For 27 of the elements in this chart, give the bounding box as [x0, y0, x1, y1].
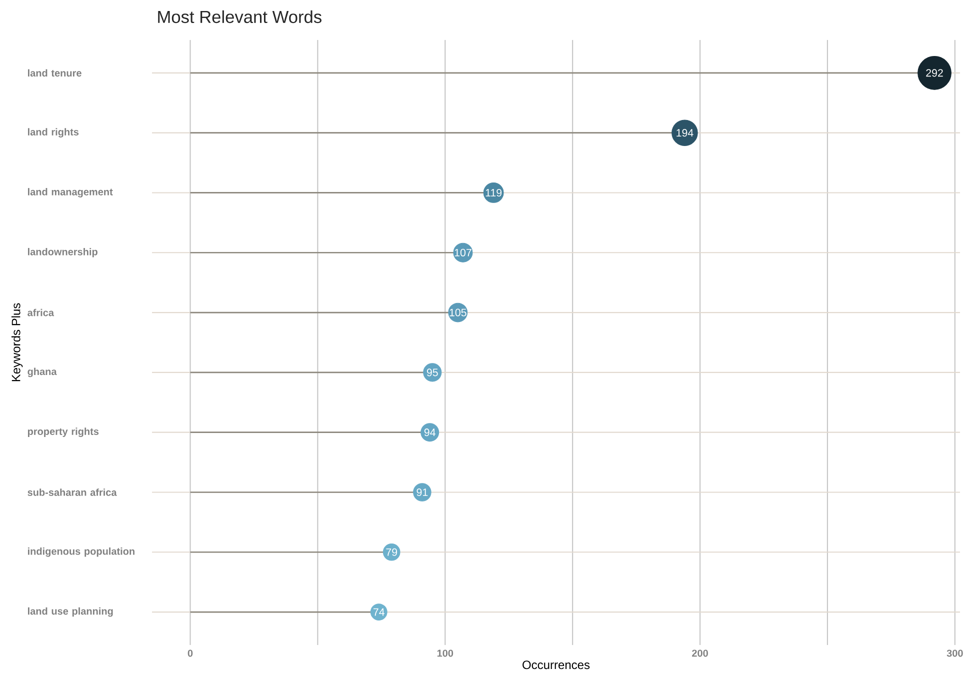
x-tick-label: 0 — [188, 650, 193, 657]
data-label: 194 — [676, 129, 694, 137]
y-tick-label: africa — [28, 308, 54, 316]
x-tick-label: 100 — [437, 650, 454, 657]
data-label: 74 — [373, 608, 384, 616]
y-tick-label: property rights — [28, 428, 99, 438]
data-label: 79 — [386, 548, 398, 556]
data-label: 94 — [424, 428, 436, 436]
x-tick-label: 300 — [946, 650, 963, 657]
y-tick-label: indigenous population — [28, 547, 134, 557]
data-label: 107 — [454, 248, 472, 256]
data-label: 292 — [926, 69, 943, 77]
x-tick-label: 200 — [692, 650, 708, 657]
data-label: 95 — [426, 368, 438, 376]
y-tick-label: land tenure — [28, 69, 82, 77]
y-tick-label: land use planning — [28, 607, 113, 617]
data-label: 105 — [450, 308, 466, 316]
x-axis-title: Occurrences — [522, 660, 590, 670]
y-tick-label: land management — [28, 188, 113, 198]
y-axis-title: Keywords Plus — [11, 303, 23, 382]
chart-title: Most Relevant Words — [158, 10, 322, 24]
data-label: 119 — [486, 188, 502, 196]
y-tick-label: ghana — [28, 368, 57, 378]
data-label: 91 — [416, 488, 428, 496]
y-tick-label: landownership — [28, 248, 98, 258]
y-tick-label: land rights — [28, 128, 79, 138]
y-tick-label: sub-saharan africa — [28, 488, 117, 496]
